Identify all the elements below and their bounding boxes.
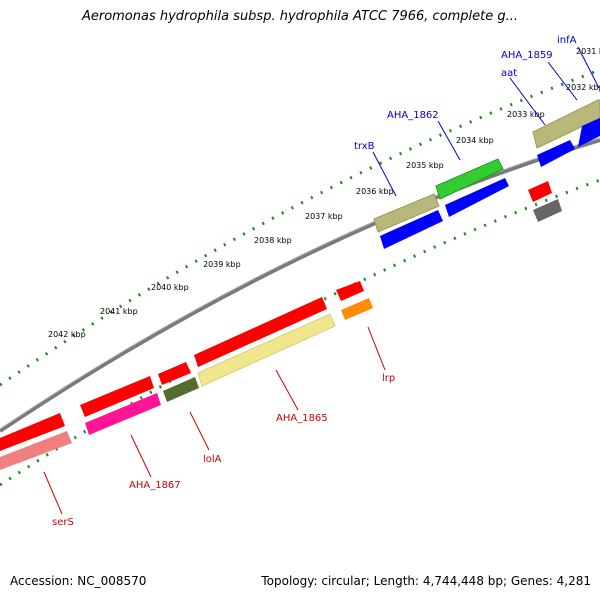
- accession-text: Accession: NC_008570: [10, 574, 147, 588]
- leader-aat: [509, 77, 546, 126]
- gene-AHA_1867[interactable]: [85, 393, 161, 435]
- genome-backbone: [0, 138, 600, 433]
- tick-label-2038: 2038 kbp: [254, 236, 292, 245]
- gene-serS[interactable]: [0, 431, 72, 470]
- tick-label-2034: 2034 kbp: [456, 136, 494, 145]
- tick-label-2040: 2040 kbp: [151, 283, 189, 292]
- tick-label-2042: 2042 kbp: [48, 330, 86, 339]
- gene-reverse-red-6[interactable]: [0, 413, 65, 451]
- label-AHA_1865[interactable]: AHA_1865: [276, 413, 328, 424]
- tick-label-2033: 2033 kbp: [507, 110, 545, 119]
- genome-backbone-highlight: [0, 137, 600, 430]
- gene-reverse-red-4[interactable]: [158, 362, 191, 385]
- feature-trxB-region[interactable]: [373, 193, 440, 233]
- tick-label-2031: 2031 kbp: [576, 47, 600, 56]
- leader-serS: [43, 471, 63, 515]
- gene-AHA_1862[interactable]: [445, 178, 509, 217]
- gene-reverse-red-1[interactable]: [528, 181, 552, 202]
- leader-AHA_1867: [130, 434, 152, 478]
- label-lrp[interactable]: lrp: [382, 373, 395, 384]
- label-AHA_1862[interactable]: AHA_1862: [387, 110, 439, 121]
- leader-lrp: [367, 326, 386, 371]
- leader-AHA_1862: [437, 120, 461, 161]
- gene-reverse-red-2[interactable]: [336, 281, 364, 301]
- tick-label-2035: 2035 kbp: [406, 161, 444, 170]
- tick-label-2032: 2032 kbp: [566, 83, 600, 92]
- label-infA[interactable]: infA: [557, 35, 577, 46]
- tick-label-2037: 2037 kbp: [305, 212, 343, 221]
- gene-trxB[interactable]: [380, 210, 443, 249]
- gene-reverse-gray-1[interactable]: [533, 199, 562, 222]
- label-trxB[interactable]: trxB: [354, 141, 375, 152]
- leader-AHA_1865: [275, 369, 299, 411]
- leader-infA: [577, 46, 600, 89]
- label-AHA_1859[interactable]: AHA_1859: [501, 50, 553, 61]
- reverse-tick-track: [0, 178, 600, 487]
- leader-lolA: [189, 411, 210, 451]
- leader-trxB: [372, 151, 397, 197]
- gene-lrp[interactable]: [341, 298, 373, 320]
- label-AHA_1867[interactable]: AHA_1867: [129, 480, 181, 491]
- label-aat[interactable]: aat: [501, 68, 517, 79]
- gene-AHA_1865[interactable]: [197, 313, 336, 387]
- gene-aat[interactable]: [537, 140, 575, 167]
- gene-reverse-red-5[interactable]: [80, 376, 154, 417]
- genome-summary-text: Topology: circular; Length: 4,744,448 bp…: [261, 574, 591, 588]
- label-lolA[interactable]: lolA: [203, 454, 222, 465]
- feature-AHA_1862-region[interactable]: [435, 158, 504, 200]
- map-title: Aeromonas hydrophila subsp. hydrophila A…: [81, 9, 519, 24]
- gene-lolA[interactable]: [163, 377, 199, 402]
- gene-infA[interactable]: [578, 118, 600, 147]
- feature-infA-region[interactable]: [532, 99, 600, 149]
- tick-label-2036: 2036 kbp: [356, 187, 394, 196]
- leader-AHA_1859: [547, 61, 578, 101]
- tick-label-2039: 2039 kbp: [203, 260, 241, 269]
- tick-label-2041: 2041 kbp: [100, 307, 138, 316]
- gene-reverse-red-3[interactable]: [194, 297, 327, 367]
- label-serS[interactable]: serS: [52, 517, 74, 528]
